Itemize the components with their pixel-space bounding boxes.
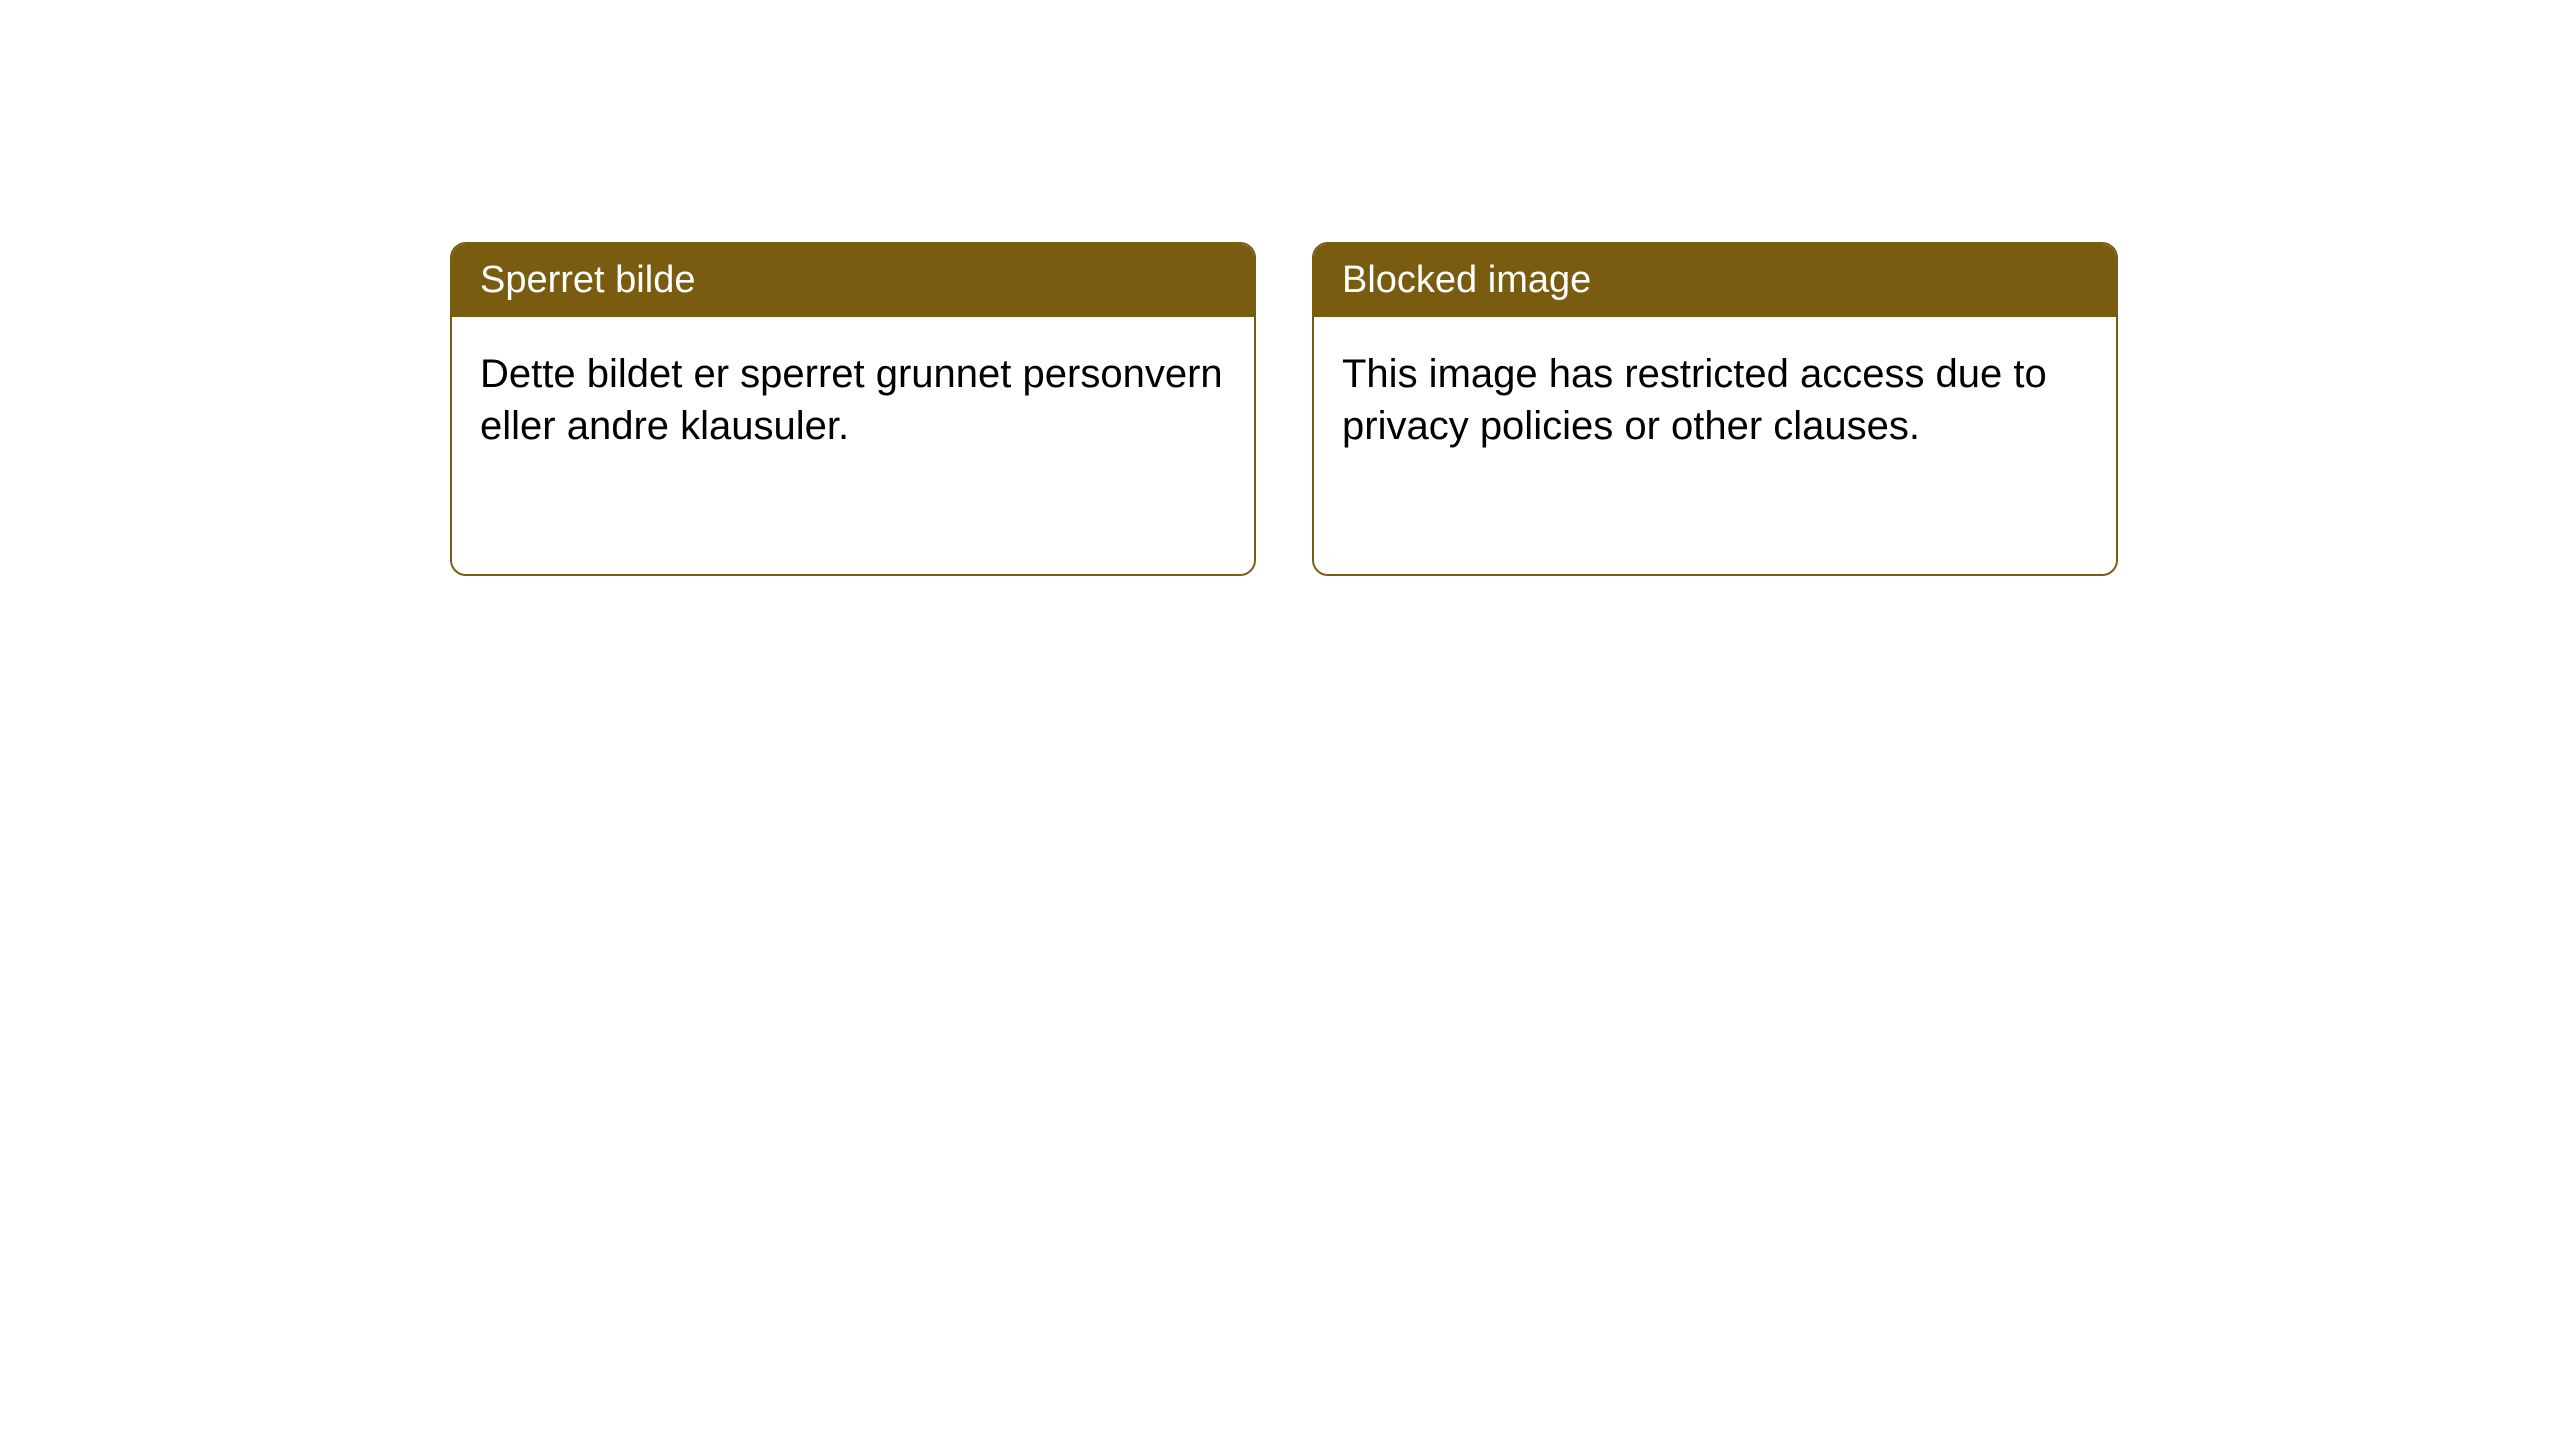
notice-body-english: This image has restricted access due to … [1314, 317, 2116, 574]
notice-header-english: Blocked image [1314, 244, 2116, 317]
notice-header-norwegian: Sperret bilde [452, 244, 1254, 317]
notice-card-norwegian: Sperret bilde Dette bildet er sperret gr… [450, 242, 1256, 576]
notice-body-norwegian: Dette bildet er sperret grunnet personve… [452, 317, 1254, 574]
notice-container: Sperret bilde Dette bildet er sperret gr… [450, 242, 2118, 576]
notice-card-english: Blocked image This image has restricted … [1312, 242, 2118, 576]
